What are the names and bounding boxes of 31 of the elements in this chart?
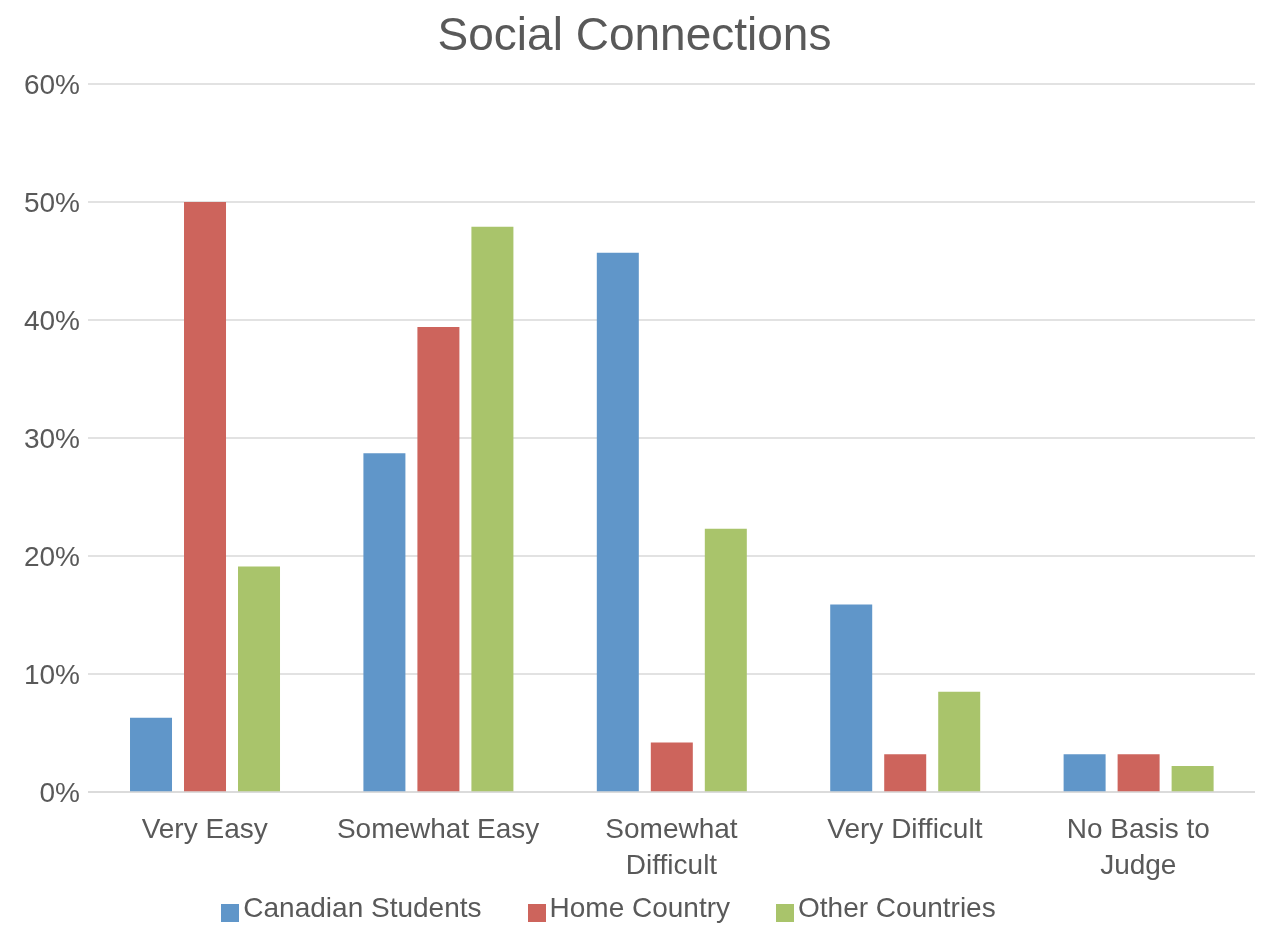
- bar: [938, 691, 981, 792]
- bar: [363, 453, 406, 792]
- legend-label: Canadian Students: [243, 892, 482, 923]
- legend-label: Other Countries: [798, 892, 996, 923]
- bar: [830, 604, 873, 792]
- bar: [238, 566, 281, 792]
- y-tick-label: 20%: [23, 540, 80, 572]
- bar: [596, 252, 639, 792]
- bar: [704, 528, 747, 792]
- y-tick-label: 30%: [23, 422, 80, 454]
- x-tick-label: Somewhat Easy: [336, 813, 540, 844]
- bar: [184, 202, 227, 792]
- legend-label: Home Country: [549, 892, 731, 923]
- y-tick-label: 10%: [23, 658, 80, 690]
- y-tick-label: 60%: [23, 68, 80, 100]
- bar: [130, 717, 173, 792]
- bar: [650, 742, 693, 792]
- y-tick-label: 0%: [39, 776, 80, 808]
- x-tick-label: Very Easy: [141, 813, 268, 844]
- bar: [417, 327, 460, 792]
- x-tick-label: Very Difficult: [827, 813, 983, 844]
- y-tick-label: 40%: [23, 304, 80, 336]
- bar: [471, 226, 514, 792]
- bar: [884, 754, 927, 792]
- chart-title: Social Connections: [436, 8, 833, 62]
- bar: [1063, 754, 1106, 792]
- x-tick-label: Somewhat Difficult: [605, 813, 738, 880]
- bar: [1171, 766, 1214, 792]
- bar: [1117, 754, 1160, 792]
- x-tick-label: No Basis to Judge: [1066, 813, 1210, 880]
- y-tick-label: 50%: [23, 186, 80, 218]
